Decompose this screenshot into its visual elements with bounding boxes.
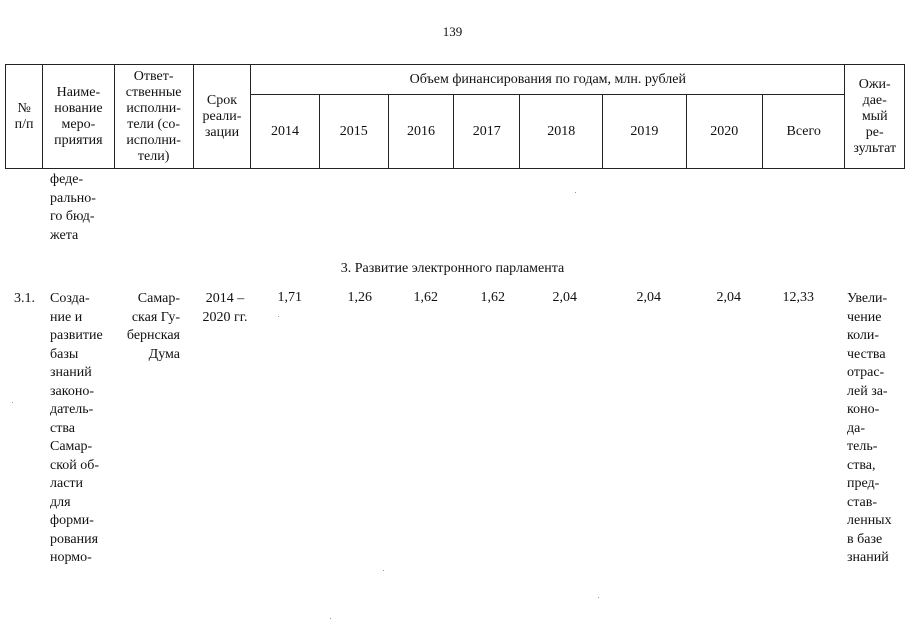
continuation-text: феде- рально- го бюд- жета: [50, 172, 96, 243]
header-total: Всего: [761, 94, 846, 169]
header-year: 2015: [318, 94, 389, 169]
value-2016: 1,62: [413, 290, 439, 305]
value-2014: 1,71: [277, 290, 303, 305]
row-number: 3.1.: [14, 291, 35, 306]
table-header: № п/п Наиме- нование меро- приятия Ответ…: [4, 64, 905, 169]
header-result: Ожи- дае- мый ре- зультат: [844, 64, 905, 169]
scan-speck: [330, 618, 331, 619]
header-year: 2017: [453, 94, 521, 169]
value-2015: 1,26: [347, 290, 373, 305]
row-term: 2014 – 2020 гг.: [202, 291, 248, 325]
header-year: 2018: [519, 94, 604, 169]
page-number: 139: [442, 24, 463, 39]
value-2020: 2,04: [716, 290, 742, 305]
header-name: Наиме- нование меро- приятия: [42, 64, 115, 169]
scan-speck: [598, 597, 599, 598]
scan-speck: [575, 192, 576, 193]
value-2018: 2,04: [552, 290, 578, 305]
header-responsible: Ответ- ственные исполни- тели (со- испол…: [113, 64, 194, 169]
row-result: Увели- чение коли- чества отрас- лей за-…: [847, 291, 892, 565]
header-year: 2019: [602, 94, 687, 169]
value-2017: 1,62: [480, 290, 506, 305]
header-year: 2014: [250, 94, 320, 169]
header-number: № п/п: [4, 64, 44, 169]
row-name: Созда- ние и развитие базы знаний законо…: [50, 291, 103, 565]
scan-speck: [383, 570, 384, 571]
row-responsible: Самар- ская Гу- бернская Дума: [126, 291, 180, 362]
value-2019: 2,04: [636, 290, 662, 305]
header-term: Срок реали- зации: [192, 64, 252, 169]
scan-speck: [278, 316, 279, 317]
header-year: 2016: [387, 94, 455, 169]
value-total: 12,33: [782, 290, 815, 305]
section-title: 3. Развитие электронного парламента: [340, 261, 565, 276]
scan-speck: [12, 402, 13, 403]
header-funding: Объем финансирования по годам, млн. рубл…: [250, 64, 846, 95]
header-year: 2020: [685, 94, 763, 169]
